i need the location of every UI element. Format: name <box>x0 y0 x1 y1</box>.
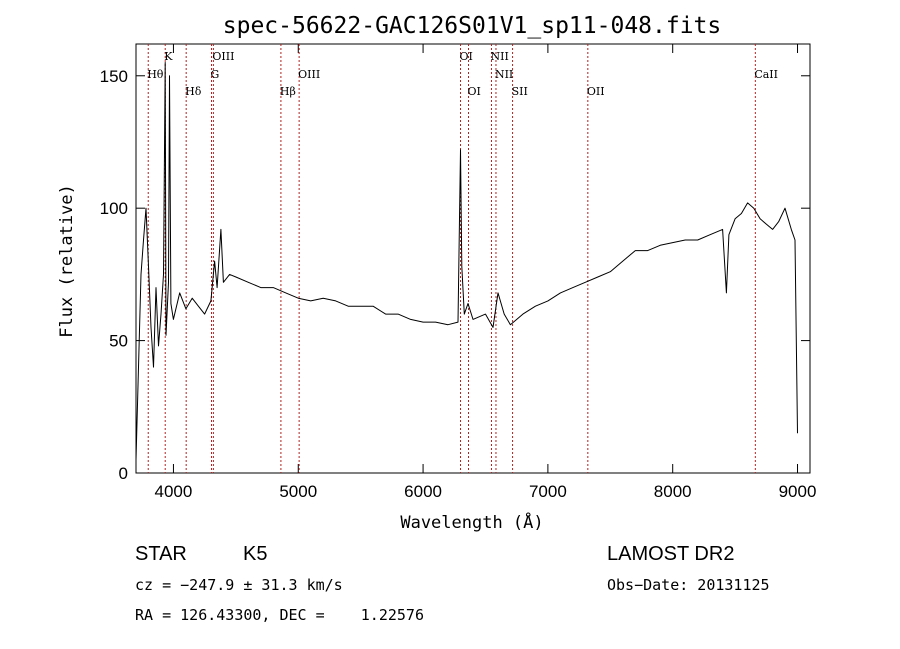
x-tick-label: 8000 <box>654 482 692 501</box>
y-axis-label: Flux (relative) <box>57 184 77 338</box>
coordinates: RA = 126.43300, DEC = 1.22576 <box>135 606 424 624</box>
spectral-line-label: OII <box>587 85 605 98</box>
x-tick-label: 7000 <box>529 482 567 501</box>
chart-title: spec-56622-GAC126S01V1_sp11-048.fits <box>223 13 722 39</box>
axis-ticks <box>136 44 810 474</box>
spectral-line-label: SII <box>512 85 528 98</box>
spectral-line-label: OIII <box>212 50 234 63</box>
survey-label: LAMOST DR2 <box>607 543 734 565</box>
object-class: STAR <box>135 543 187 565</box>
redshift-line: cz = −247.9 ± 31.3 km/s <box>135 576 343 594</box>
spectral-line-label: Hθ <box>147 68 164 81</box>
spectral-line-label: K <box>164 50 173 63</box>
spectrum-series <box>135 62 798 460</box>
y-tick-label: 100 <box>100 199 128 218</box>
spectrum-line <box>135 62 798 460</box>
plot-frame <box>135 43 811 474</box>
obs-date: Obs−Date: 20131125 <box>607 576 770 594</box>
x-tick-label: 5000 <box>279 482 317 501</box>
spectral-line-label: G <box>211 68 220 81</box>
spectral-line-label: CaII <box>754 68 778 81</box>
x-tick-label: 9000 <box>779 482 817 501</box>
axis-tick-labels: 4000 5000 6000 7000 8000 9000 0 50 100 150 <box>100 67 817 501</box>
y-tick-label: 50 <box>109 332 128 351</box>
spectral-line-label: Hβ <box>280 85 296 98</box>
spectral-line-label: Hδ <box>185 85 202 98</box>
x-tick-label: 4000 <box>155 482 193 501</box>
x-tick-label: 6000 <box>404 482 442 501</box>
y-tick-label: 150 <box>100 67 128 86</box>
y-tick-label: 0 <box>119 464 128 483</box>
spectral-line-markers <box>147 44 756 473</box>
spectral-line-label: NII <box>495 68 513 81</box>
spectral-line-label: OI <box>468 85 481 98</box>
x-axis-label: Wavelength (Å) <box>400 511 543 533</box>
spectral-line-label: OI <box>460 50 473 63</box>
object-subclass: K5 <box>243 543 267 565</box>
spectral-line-label: NII <box>490 50 508 63</box>
spectral-line-label: OIII <box>298 68 320 81</box>
